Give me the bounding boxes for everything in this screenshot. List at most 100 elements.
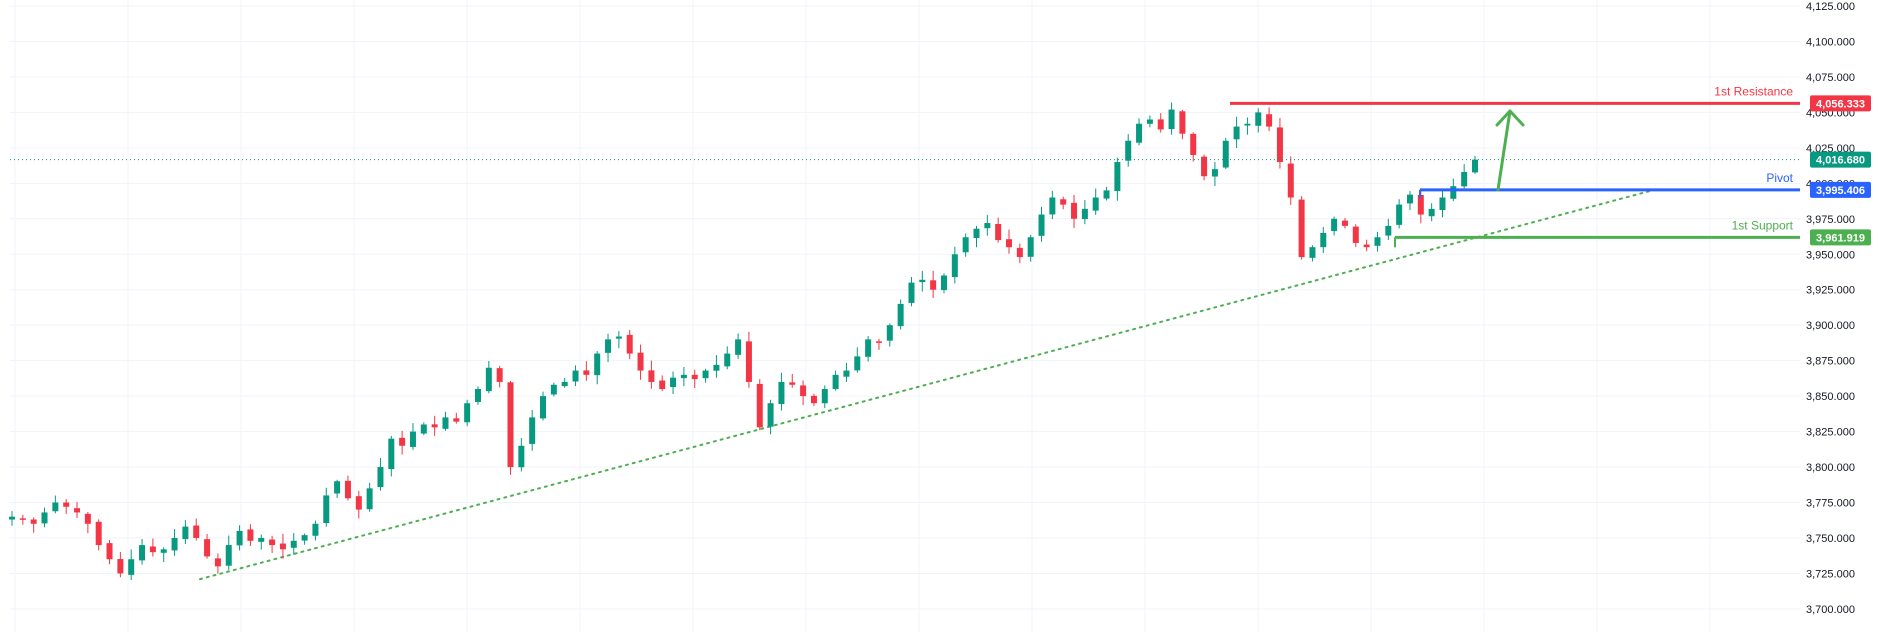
candle-body [908, 282, 915, 303]
candle-body [388, 438, 395, 470]
candle [800, 380, 807, 406]
candle [63, 499, 70, 514]
candle-body [995, 223, 1002, 241]
candle [431, 415, 438, 436]
candle-body [550, 384, 557, 395]
candle-body [9, 516, 15, 520]
y-tick-label: 3,925.000 [1806, 285, 1855, 297]
candle [507, 380, 514, 475]
candle [962, 233, 969, 257]
candle-body [193, 525, 200, 538]
candle [464, 399, 471, 427]
candle-body [680, 374, 687, 379]
candle-body [52, 502, 59, 512]
candle [485, 361, 492, 394]
levels: 1st Resistance Pivot 1st Support [10, 84, 1800, 248]
candle [30, 517, 37, 533]
candle-body [1352, 226, 1359, 243]
candle [821, 385, 828, 409]
candle-body [74, 508, 81, 513]
candle [1071, 194, 1078, 229]
candle [973, 225, 980, 248]
candle-body [1461, 171, 1468, 187]
candle-body [225, 545, 232, 566]
candle-body [810, 395, 817, 404]
current-price-tag-bg [1810, 151, 1871, 168]
candle [540, 391, 547, 421]
candle-body [973, 228, 980, 238]
candle-body [735, 339, 742, 355]
candle-body [637, 352, 644, 371]
projection-arrow-shaft [1496, 109, 1512, 192]
candle [399, 430, 406, 455]
candle-body [420, 424, 427, 434]
y-tick-label: 4,075.000 [1806, 72, 1855, 84]
candle [344, 475, 351, 501]
candle-body [984, 223, 991, 229]
candle-body [1406, 194, 1413, 204]
y-tick-label: 3,825.000 [1806, 427, 1855, 439]
candle [117, 551, 124, 578]
candle [648, 360, 655, 389]
candle-body [951, 254, 958, 278]
candle-body [745, 341, 752, 382]
candle [1125, 134, 1132, 167]
candle [1320, 227, 1327, 254]
candle-body [1417, 194, 1424, 215]
level-price-tag-text: 3,995.406 [1816, 185, 1865, 197]
candle-body [204, 539, 211, 557]
y-tick-label: 3,975.000 [1806, 214, 1855, 226]
candle-body [518, 445, 525, 468]
candle-body [106, 543, 113, 560]
candle [1027, 234, 1034, 262]
candle [659, 375, 666, 392]
candle [420, 422, 427, 436]
candle-body [84, 513, 91, 524]
current-price-tag: 4,016.680 [1810, 151, 1871, 168]
grid-lines [10, 0, 1800, 632]
candle [1201, 154, 1208, 181]
candle-body [279, 543, 286, 550]
candle [550, 382, 557, 397]
candle [1049, 190, 1056, 220]
candle [626, 329, 633, 360]
candle-body [962, 237, 969, 253]
candle-body [572, 370, 579, 382]
candle-body [724, 353, 731, 367]
candle [41, 507, 48, 528]
candle-body [875, 341, 882, 343]
candle-body [95, 521, 102, 546]
level-price-tag-text: 4,056.333 [1816, 98, 1865, 110]
candle [334, 479, 341, 498]
candle [561, 377, 568, 388]
candle [106, 540, 113, 565]
candle [951, 246, 958, 284]
candle-body [778, 381, 785, 405]
y-tick-label: 3,875.000 [1806, 356, 1855, 368]
candle-body [1103, 190, 1110, 199]
candle [290, 533, 297, 555]
candle-body [1146, 119, 1153, 124]
candle [691, 369, 698, 389]
candle-body [1114, 162, 1121, 192]
candle-body [767, 403, 774, 427]
candle [52, 495, 59, 514]
y-tick-label: 4,125.000 [1806, 1, 1855, 13]
candle-body [1341, 220, 1348, 226]
candle-body [269, 539, 276, 546]
candle-body [1244, 123, 1251, 126]
candle-body [1211, 169, 1218, 177]
candle [756, 379, 763, 431]
candle-body [1201, 156, 1208, 177]
candle [442, 411, 449, 431]
projection-arrow-head [1495, 109, 1525, 127]
candle [149, 538, 156, 557]
y-tick-label: 3,900.000 [1806, 320, 1855, 332]
candle-body [399, 437, 406, 446]
candle-body [290, 540, 297, 548]
level-price-tag-bg [1810, 95, 1871, 112]
candle [897, 299, 904, 330]
candle-body [691, 374, 698, 380]
candle [247, 524, 254, 546]
candle-body [1233, 126, 1240, 140]
